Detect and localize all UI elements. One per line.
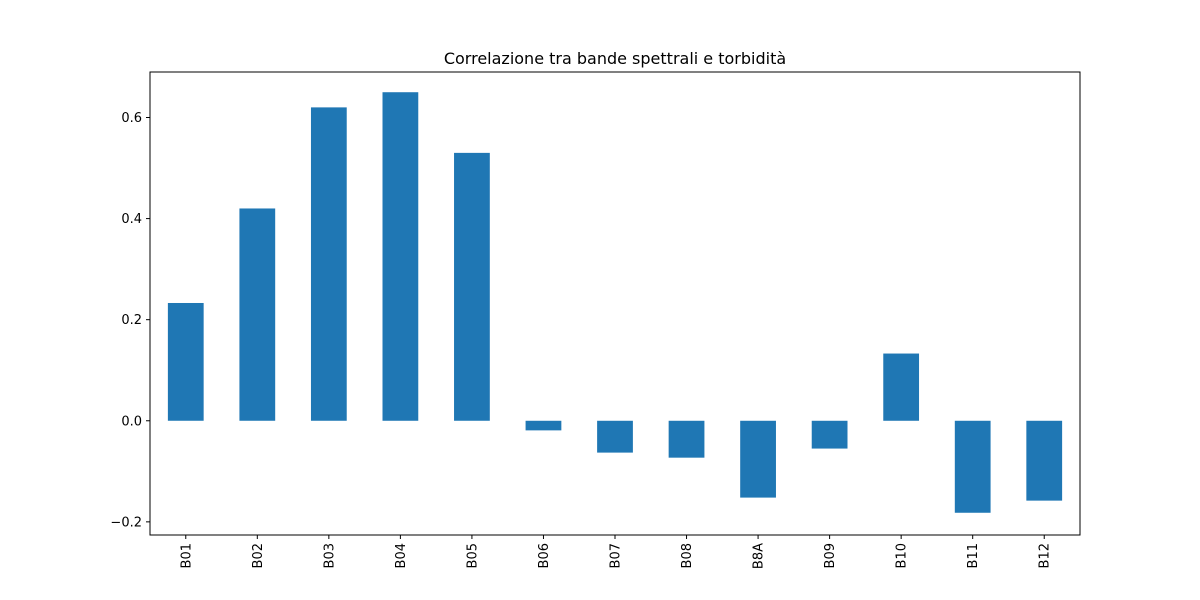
bar-b07 bbox=[597, 420, 633, 453]
x-tick-label: B05 bbox=[465, 543, 480, 568]
y-tick-label: 0.4 bbox=[121, 212, 142, 227]
bar-b11 bbox=[954, 420, 991, 513]
bar-b08 bbox=[668, 420, 705, 458]
x-tick-label: B10 bbox=[895, 543, 910, 568]
x-axis: B01 B02 B03 B04 B05 B06 B07 B08 B8A B09 B10 B11 B12 bbox=[179, 535, 1053, 569]
x-tick-label: B01 bbox=[179, 543, 194, 568]
bar-b01 bbox=[167, 302, 204, 421]
bar-b05 bbox=[454, 152, 490, 421]
x-tick-label: B04 bbox=[394, 543, 409, 568]
bar-b8a bbox=[740, 420, 776, 498]
y-tick-label: 0.6 bbox=[121, 111, 142, 126]
bar-b04 bbox=[382, 92, 419, 421]
y-tick-label: −0.2 bbox=[110, 515, 142, 530]
plot-frame bbox=[149, 71, 1081, 536]
bar-b03 bbox=[310, 107, 347, 421]
x-tick-label: B07 bbox=[609, 543, 624, 568]
x-tick-label: B02 bbox=[251, 543, 266, 568]
y-tick-label: 0.0 bbox=[121, 414, 142, 429]
x-tick-label: B12 bbox=[1038, 543, 1053, 568]
chart-title: Correlazione tra bande spettrali e torbi… bbox=[444, 49, 786, 68]
x-tick-label: B8A bbox=[752, 543, 767, 569]
bar-b12 bbox=[1026, 420, 1063, 501]
x-tick-label: B09 bbox=[823, 543, 838, 568]
bar-b06 bbox=[525, 420, 562, 431]
bar-b09 bbox=[811, 420, 848, 449]
bar-b10 bbox=[883, 353, 920, 421]
x-tick-label: B11 bbox=[966, 543, 981, 568]
y-axis: −0.2 0.0 0.2 0.4 0.6 bbox=[110, 111, 150, 530]
x-tick-label: B06 bbox=[537, 543, 552, 568]
y-tick-label: 0.2 bbox=[121, 313, 142, 328]
bar-b02 bbox=[239, 208, 276, 421]
x-tick-label: B03 bbox=[322, 543, 337, 568]
bars-layer bbox=[167, 92, 1063, 513]
x-tick-label: B08 bbox=[680, 543, 695, 568]
